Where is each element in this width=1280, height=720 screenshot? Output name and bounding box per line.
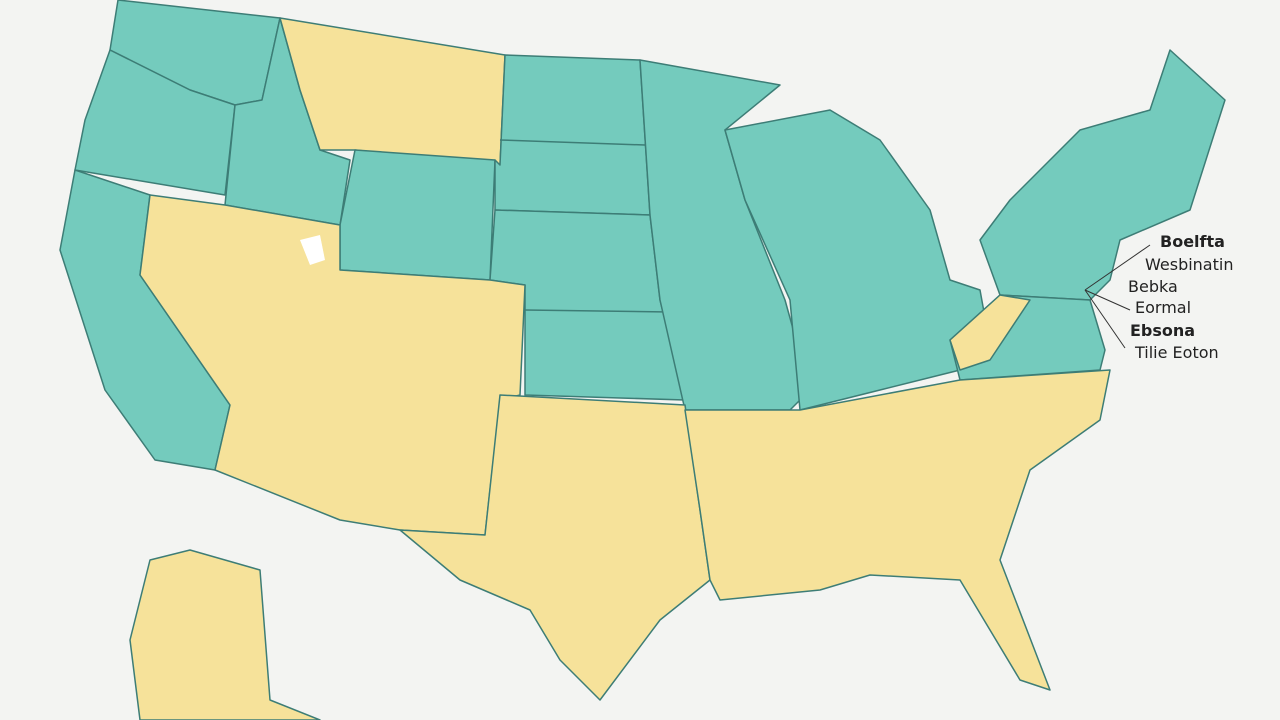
lake — [300, 235, 325, 265]
wyoming — [339, 149, 496, 281]
leader-line — [1084, 289, 1131, 311]
labels: Boelfta Wesbinatin Bebka Eormal Ebsona T… — [1128, 232, 1233, 362]
label: Wesbinatin — [1145, 255, 1233, 274]
states — [59, 0, 1226, 720]
west-virginia — [949, 294, 1031, 371]
label: Ebsona — [1130, 321, 1195, 340]
label: Boelfta — [1160, 232, 1225, 251]
label: Tilie Eoton — [1134, 343, 1219, 362]
alaska — [129, 549, 321, 720]
label: Eormal — [1135, 298, 1191, 317]
dakotas — [494, 54, 651, 216]
leader-lines — [1084, 244, 1151, 349]
leader-line — [1084, 289, 1126, 349]
label: Bebka — [1128, 277, 1178, 296]
leader-line — [1084, 244, 1151, 291]
southeast — [684, 369, 1111, 691]
border — [499, 139, 646, 146]
border — [524, 309, 671, 313]
